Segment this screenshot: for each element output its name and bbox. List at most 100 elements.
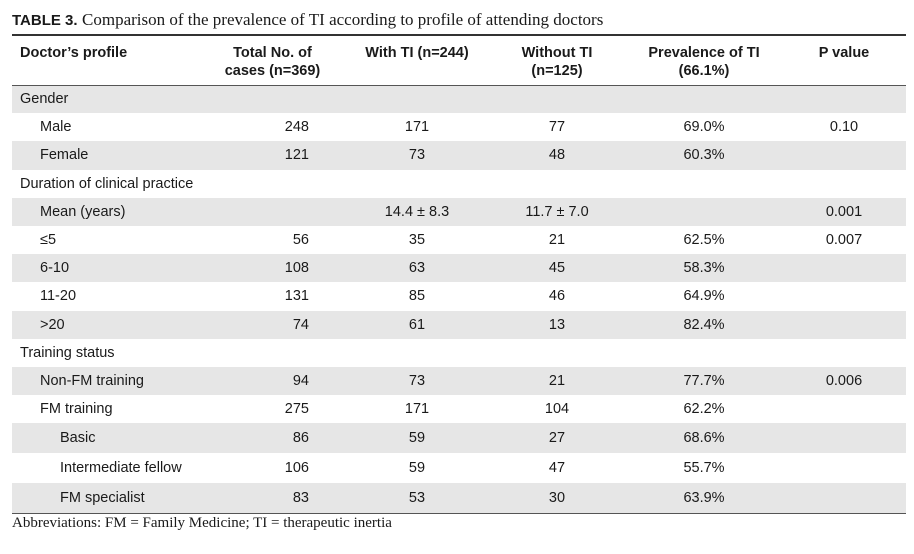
cell-prevalence: 82.4%: [683, 316, 725, 333]
cell-prevalence: [626, 198, 782, 226]
cell-doctor-profile: Male: [40, 119, 72, 136]
cell-doctor-profile: Basic: [60, 430, 96, 447]
cell-doctor-profile: Intermediate fellow: [60, 460, 182, 477]
table-title: Comparison of the prevalence of TI accor…: [82, 10, 604, 29]
cell-without-ti: 21: [548, 372, 566, 389]
cell-without-ti: 48: [548, 147, 566, 164]
cell-total-cases: 83: [198, 483, 346, 514]
cell-p-value: [782, 141, 906, 169]
column-header-prevalence: Prevalence of TI (66.1%): [626, 34, 782, 86]
cell-doctor-profile: ≤5: [40, 232, 57, 249]
cell-without-ti: [488, 339, 626, 367]
column-header-with-ti: With TI (n=244): [346, 34, 488, 86]
column-header-doctor-profile: Doctor’s profile: [12, 34, 198, 86]
cell-total-cases: 94: [292, 372, 309, 389]
cell-total-cases: [198, 85, 346, 113]
cell-without-ti: 77: [548, 119, 566, 136]
section-row: Gender: [12, 85, 906, 114]
cell-without-ti: 104: [544, 401, 570, 418]
column-header-line: Total No. of: [233, 45, 312, 61]
column-header-line: P value: [818, 45, 870, 61]
cell-prevalence: 64.9%: [683, 288, 725, 305]
cell-prevalence: 63.9%: [626, 483, 782, 514]
cell-total-cases: 275: [284, 401, 309, 418]
table-row: FM specialist 83 53 30 63.9%: [12, 483, 906, 514]
cell-with-ti: [346, 170, 488, 198]
cell-with-ti: 14.4 ± 8.3: [384, 203, 450, 220]
cell-total-cases: 121: [284, 147, 309, 164]
cell-p-value: [782, 423, 906, 453]
cell-prevalence: 68.6%: [683, 430, 725, 447]
cell-prevalence: 60.3%: [683, 147, 725, 164]
section-row: Training status: [12, 339, 906, 367]
table-body: Gender Male 248 171 77 69.0% 0.10 Female 121 73 48…: [12, 85, 906, 514]
column-header-line: Prevalence of TI: [648, 45, 760, 61]
column-header-total-cases: Total No. of cases (n=369): [198, 34, 346, 86]
cell-without-ti: 46: [548, 288, 566, 305]
cell-total-cases: 106: [284, 460, 309, 477]
cell-doctor-profile: Mean (years): [40, 203, 126, 220]
cell-p-value: 0.006: [825, 372, 863, 389]
column-header-line: (66.1%): [678, 63, 730, 79]
column-header-line: With TI (n=244): [365, 45, 469, 61]
cell-with-ti: 61: [408, 316, 426, 333]
column-header-without-ti: Without TI (n=125): [488, 34, 626, 86]
cell-with-ti: 171: [404, 401, 430, 418]
table-row: Non-FM training 94 73 21 77.7% 0.006: [12, 366, 906, 396]
column-header-line: cases (n=369): [224, 63, 321, 79]
table-row: >20 74 61 13 82.4%: [12, 310, 906, 339]
table-row: 6-10 108 63 45 58.3%: [12, 254, 906, 283]
cell-without-ti: 47: [548, 460, 566, 477]
cell-with-ti: [346, 85, 488, 113]
cell-total-cases: 86: [292, 430, 309, 447]
table-row: Mean (years) 14.4 ± 8.3 11.7 ± 7.0 0.001: [12, 197, 906, 226]
section-row: Duration of clinical practice: [12, 170, 906, 198]
cell-with-ti: 35: [408, 232, 426, 249]
cell-doctor-profile: >20: [40, 316, 65, 333]
table-header-row: Doctor’s profile Total No. of cases (n=369…: [12, 34, 906, 86]
cell-with-ti: 53: [346, 483, 488, 514]
cell-doctor-profile: Training status: [20, 344, 115, 361]
cell-total-cases: 248: [284, 119, 309, 136]
table-row: Female 121 73 48 60.3%: [12, 141, 906, 170]
cell-with-ti: 59: [408, 430, 426, 447]
cell-with-ti: 73: [408, 372, 426, 389]
cell-p-value: [782, 339, 906, 367]
cell-with-ti: 59: [408, 460, 426, 477]
table-row: Male 248 171 77 69.0% 0.10: [12, 113, 906, 141]
cell-p-value: 0.001: [825, 203, 863, 220]
prevalence-table: Doctor’s profile Total No. of cases (n=369…: [12, 34, 906, 514]
table-caption: TABLE 3. Comparison of the prevalence of…: [12, 6, 603, 34]
cell-without-ti: 30: [488, 483, 626, 514]
table-row: ≤5 56 35 21 62.5% 0.007: [12, 226, 906, 254]
cell-prevalence: 55.7%: [683, 460, 725, 477]
cell-prevalence: 58.3%: [683, 260, 725, 277]
cell-doctor-profile: Gender: [20, 91, 69, 108]
cell-doctor-profile: FM specialist: [12, 483, 198, 514]
table-row: Intermediate fellow 106 59 47 55.7%: [12, 453, 906, 483]
cell-prevalence: 77.7%: [683, 372, 725, 389]
cell-doctor-profile: 6-10: [40, 260, 70, 277]
cell-doctor-profile: Non-FM training: [40, 372, 144, 389]
cell-with-ti: 73: [408, 147, 426, 164]
cell-p-value: [782, 85, 906, 113]
column-header-line: (n=125): [531, 63, 583, 79]
cell-p-value: [782, 170, 906, 198]
cell-with-ti: 171: [404, 119, 430, 136]
column-header-line: Doctor’s profile: [20, 45, 128, 61]
cell-total-cases: [198, 339, 346, 367]
cell-p-value: [782, 453, 906, 483]
cell-total-cases: 131: [284, 288, 309, 305]
cell-doctor-profile: Duration of clinical practice: [20, 175, 194, 192]
table-row: Basic 86 59 27 68.6%: [12, 423, 906, 454]
cell-without-ti: 21: [548, 232, 566, 249]
cell-p-value: 0.10: [829, 119, 859, 136]
cell-total-cases: [198, 170, 346, 198]
cell-with-ti: 63: [408, 260, 426, 277]
cell-with-ti: [346, 339, 488, 367]
column-header-line: Without TI: [521, 45, 593, 61]
cell-without-ti: 11.7 ± 7.0: [525, 203, 589, 220]
cell-prevalence: 62.2%: [683, 401, 725, 418]
cell-without-ti: 13: [548, 316, 566, 333]
cell-p-value: [782, 282, 906, 310]
